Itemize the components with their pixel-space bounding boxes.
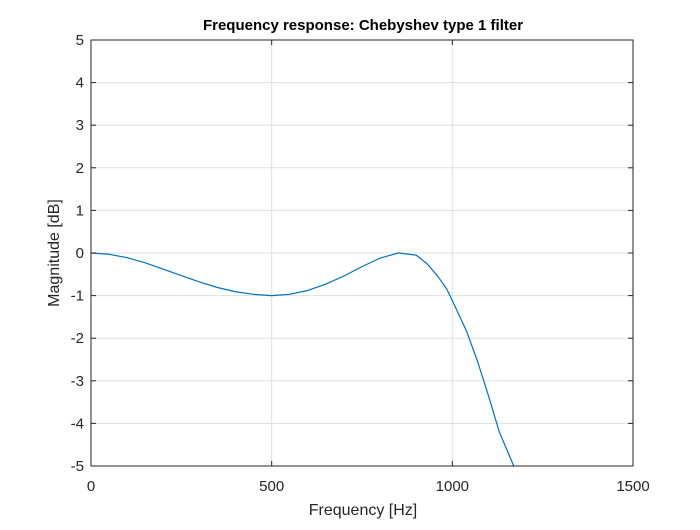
y-tick-label: 1 bbox=[76, 202, 84, 219]
y-tick-label: 0 bbox=[76, 245, 84, 262]
y-tick-label: -4 bbox=[71, 415, 84, 432]
x-tick-label: 0 bbox=[87, 478, 95, 495]
y-tick-label: -3 bbox=[71, 373, 84, 390]
chart-title: Frequency response: Chebyshev type 1 fil… bbox=[203, 17, 523, 34]
labels-layer: Frequency response: Chebyshev type 1 fil… bbox=[46, 17, 523, 519]
axes-layer: 0 500 1000 1500 -5 -4 -3 -2 -1 0 1 2 3 4 5 bbox=[71, 32, 650, 495]
grid-layer bbox=[90, 39, 634, 467]
series-line-0 bbox=[91, 252, 515, 466]
y-tick-label: -5 bbox=[71, 458, 84, 475]
y-axis-label: Magnitude [dB] bbox=[46, 199, 63, 307]
y-tick-label: 3 bbox=[76, 117, 84, 134]
x-tick-label: 1500 bbox=[616, 478, 649, 495]
x-axis-label: Frequency [Hz] bbox=[309, 502, 417, 519]
y-tick-label: -2 bbox=[71, 330, 84, 347]
y-tick-label: 4 bbox=[76, 75, 84, 92]
y-tick-label: 5 bbox=[76, 32, 84, 49]
x-tick-label: 1000 bbox=[436, 478, 469, 495]
y-tick-label: 2 bbox=[76, 160, 84, 177]
x-tick-label: 500 bbox=[259, 478, 284, 495]
y-tick-label: -1 bbox=[71, 288, 84, 305]
series-layer bbox=[91, 252, 515, 466]
